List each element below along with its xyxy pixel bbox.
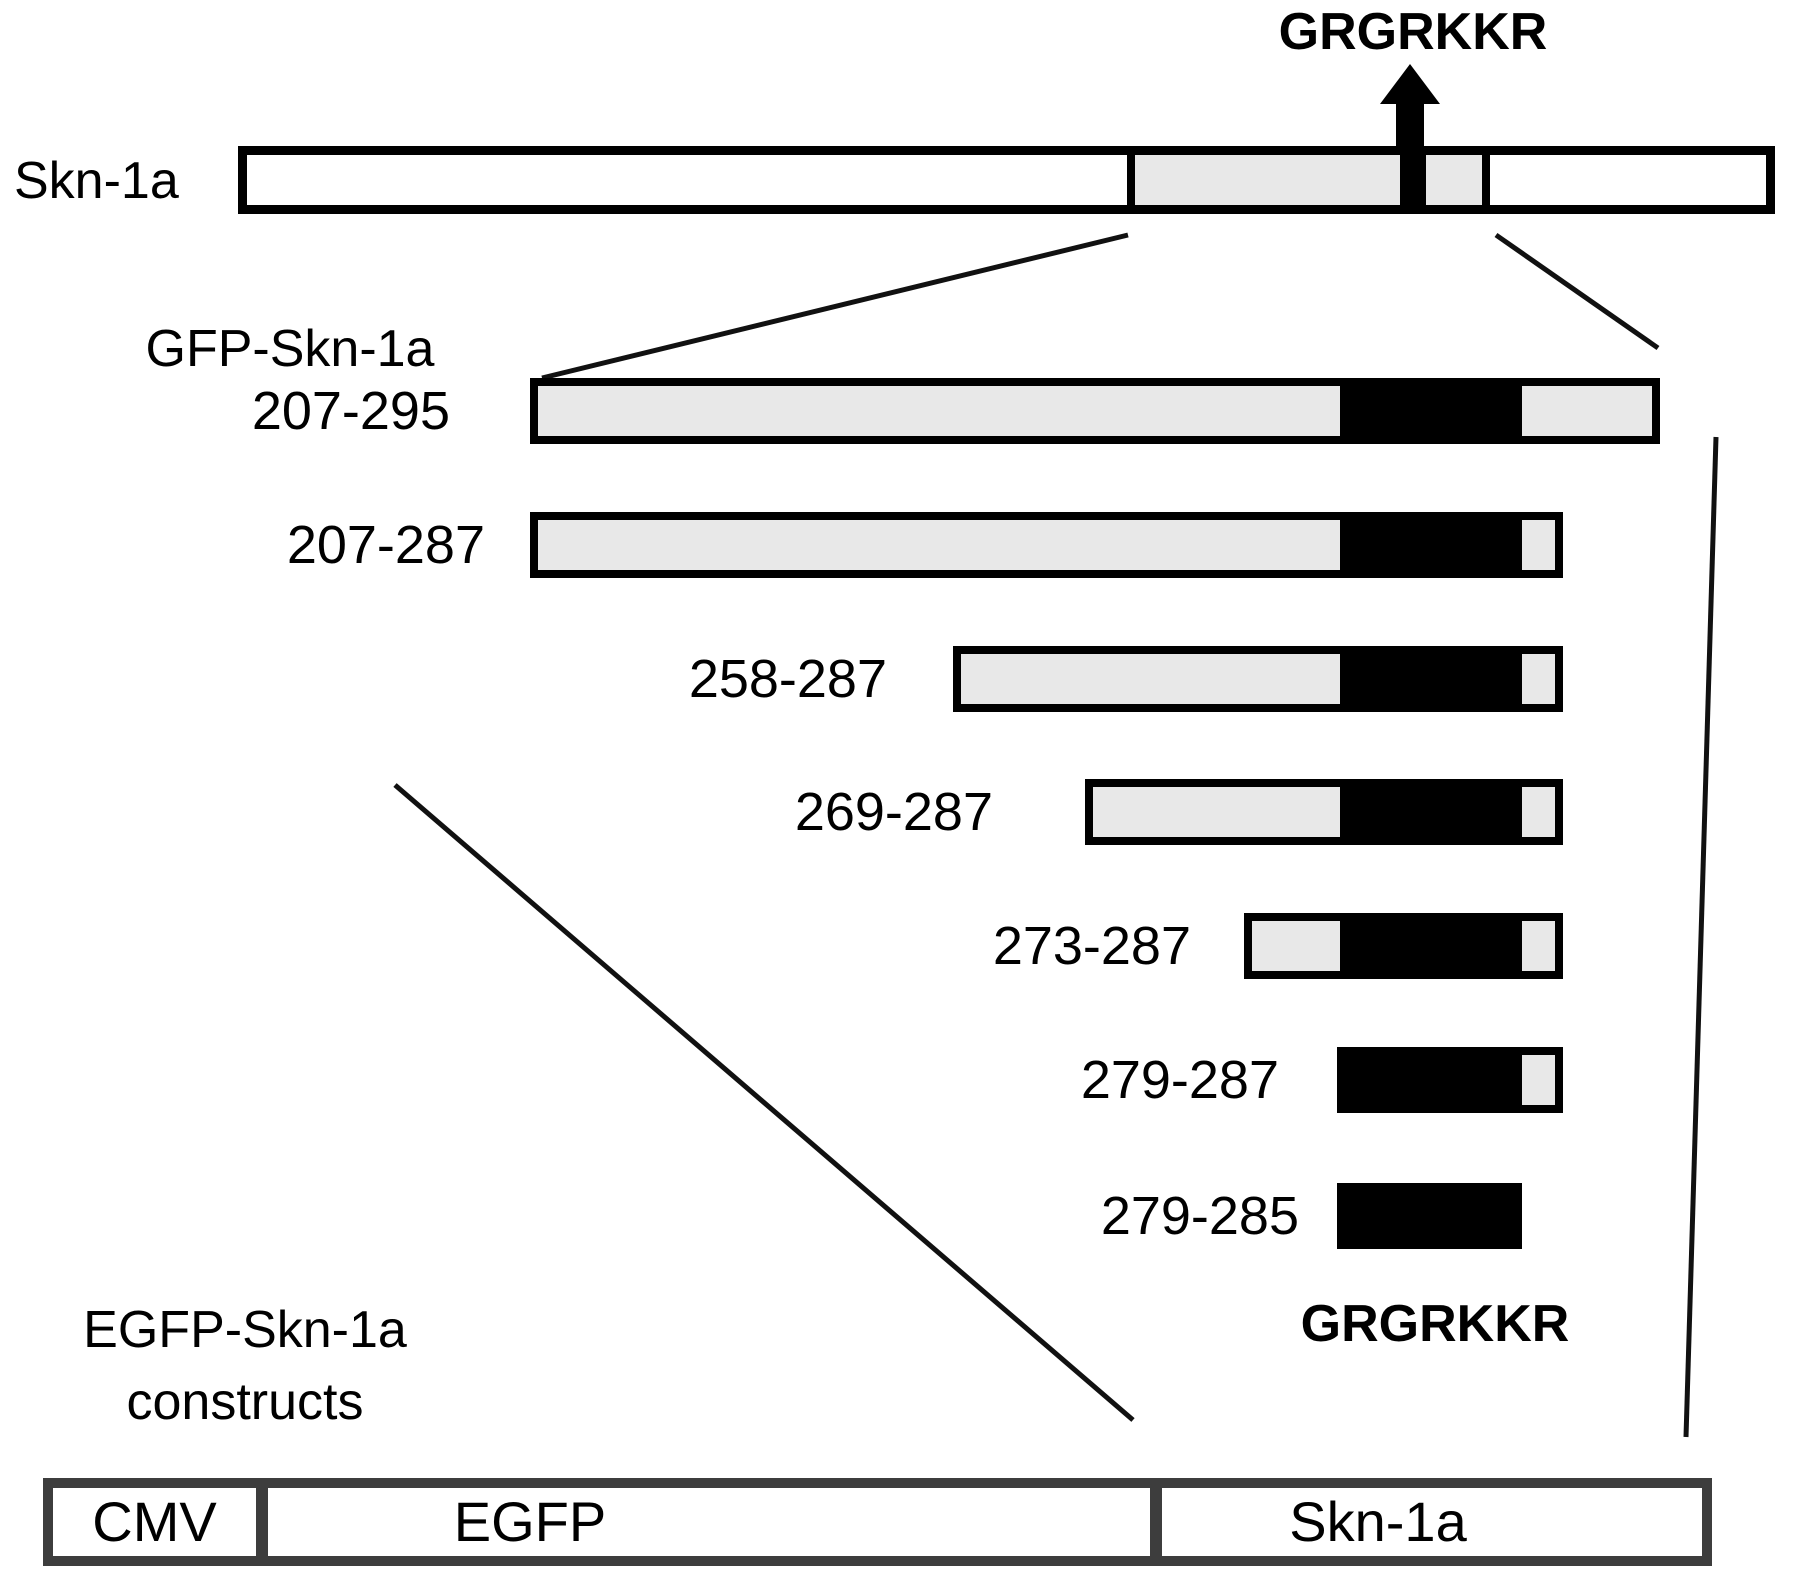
nls-band <box>1340 386 1522 436</box>
construct-label: 207-295 <box>251 381 450 441</box>
construct-bar-207-295 <box>530 378 1660 444</box>
domain-boundary-left <box>1127 155 1135 205</box>
site-label-bottom: GRGRKKR <box>1300 1295 1570 1353</box>
vector-bar: CMV EGFP Skn-1a <box>43 1478 1712 1566</box>
gfp-section-label: GFP-Skn-1a <box>145 320 435 378</box>
domain-boundary-right <box>1482 155 1490 205</box>
protein-label: Skn-1a <box>14 152 179 210</box>
zoom-line-top-left <box>541 232 1129 381</box>
zoom-line-bottom-left <box>393 783 1135 1422</box>
construct-bar-279-287 <box>1337 1047 1563 1113</box>
construct-label: 279-287 <box>1080 1050 1279 1110</box>
nls-band <box>1400 155 1426 205</box>
vector-segment-skn1a: Skn-1a <box>1289 1490 1467 1553</box>
egfp-section-label-line1: EGFP-Skn-1a <box>83 1301 407 1359</box>
skn1a-protein-bar <box>238 146 1775 214</box>
construct-bar-279-285 <box>1337 1183 1522 1249</box>
domain-gray-region-left <box>1135 155 1400 205</box>
vector-segment-egfp: EGFP <box>453 1490 607 1553</box>
egfp-section-label-line2: constructs <box>126 1373 364 1431</box>
site-label-top: GRGRKKR <box>1278 3 1548 61</box>
construct-bar-273-287 <box>1244 913 1563 979</box>
construct-label: 258-287 <box>688 649 887 709</box>
vector-divider-egfp-skn1a <box>1150 1488 1162 1556</box>
gray-sliver <box>1522 1055 1555 1105</box>
construct-label: 273-287 <box>992 916 1191 976</box>
vector-segment-cmv: CMV <box>92 1490 217 1553</box>
construct-label: 207-287 <box>286 515 485 575</box>
nls-band <box>1340 520 1522 570</box>
construct-bar-269-287 <box>1085 779 1563 845</box>
zoom-line-bottom-right <box>1683 436 1719 1438</box>
nls-band <box>1340 654 1522 704</box>
nls-band <box>1340 787 1522 837</box>
zoom-line-top-right <box>1494 232 1660 351</box>
construct-label: 269-287 <box>794 782 993 842</box>
vector-divider-cmv-egfp <box>256 1488 268 1556</box>
nls-arrow-icon <box>1380 64 1440 148</box>
egfp-section-label: EGFP-Skn-1a constructs <box>30 1294 460 1438</box>
construct-bar-258-287 <box>953 646 1563 712</box>
nls-band <box>1340 921 1522 971</box>
construct-bar-207-287 <box>530 512 1563 578</box>
domain-gray-region-right <box>1426 155 1482 205</box>
construct-label: 279-285 <box>1100 1186 1299 1246</box>
